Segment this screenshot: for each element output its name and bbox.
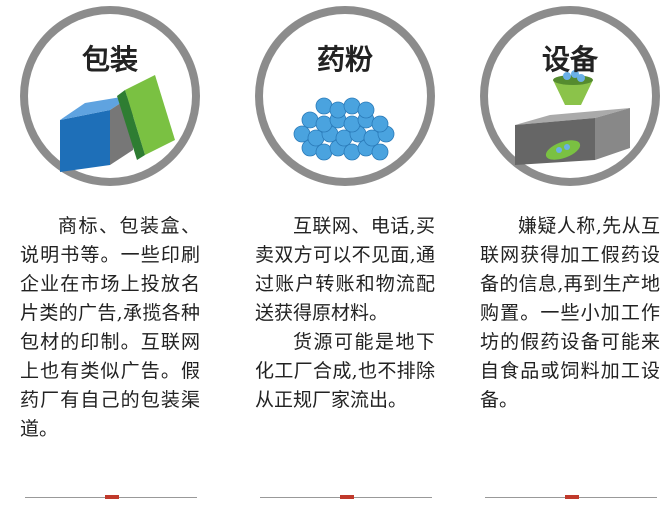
paragraph: 货源可能是地下化工厂合成,也不排除从正规厂家流出。 bbox=[255, 331, 435, 411]
paragraph: 商标、包装盒、说明书等。一些印刷企业在市场上投放名片类的广告,承揽各种包材的印制… bbox=[20, 215, 200, 440]
divider bbox=[485, 495, 657, 499]
divider bbox=[260, 495, 432, 499]
paragraph: 互联网、电话,买卖双方可以不见面,通过账户转账和物流配送获得原材料。 bbox=[255, 215, 435, 324]
pill-ball bbox=[301, 111, 319, 129]
pill-ball bbox=[357, 101, 375, 119]
pill-ball bbox=[371, 143, 389, 161]
pill-ball bbox=[315, 97, 333, 115]
pill-ball bbox=[315, 115, 333, 133]
pill-ball bbox=[343, 97, 361, 115]
pill-ball bbox=[293, 125, 311, 143]
column: 包装 商标、包装盒、说明书等。一些印刷企业在市场上投放名片类的广告,承揽各种包材… bbox=[15, 0, 205, 505]
body-text: 嫌疑人称,先从互联网获得加工假药设备的信息,再到生产地购置。一些小加工作坊的假药… bbox=[480, 212, 660, 415]
icon-circle bbox=[20, 6, 200, 186]
paragraph: 嫌疑人称,先从互联网获得加工假药设备的信息,再到生产地购置。一些小加工作坊的假药… bbox=[480, 215, 660, 411]
icon-circle bbox=[480, 6, 660, 186]
pill-ball bbox=[315, 143, 333, 161]
column: 药粉 互联网、电话,买卖双方可以不见面,通过账户转账和物流配送获得原材料。 货源… bbox=[250, 0, 440, 505]
body-text: 互联网、电话,买卖双方可以不见面,通过账户转账和物流配送获得原材料。 货源可能是… bbox=[255, 212, 435, 415]
pill-ball bbox=[363, 129, 381, 147]
pill-ball bbox=[343, 115, 361, 133]
title: 包装 bbox=[81, 43, 138, 76]
pill-ball bbox=[307, 129, 325, 147]
title: 设备 bbox=[541, 43, 598, 76]
pill-ball bbox=[335, 129, 353, 147]
pill-ball bbox=[343, 143, 361, 161]
icon-circle bbox=[255, 6, 435, 186]
pill-ball bbox=[371, 115, 389, 133]
title: 药粉 bbox=[316, 43, 373, 76]
body-text: 商标、包装盒、说明书等。一些印刷企业在市场上投放名片类的广告,承揽各种包材的印制… bbox=[20, 212, 200, 444]
pill-ball bbox=[329, 101, 347, 119]
divider bbox=[25, 495, 197, 499]
column: 设备 嫌疑人称,先从互联网获得加工假药设备的信息,再到生产地购置。一些小加工作坊… bbox=[475, 0, 665, 505]
